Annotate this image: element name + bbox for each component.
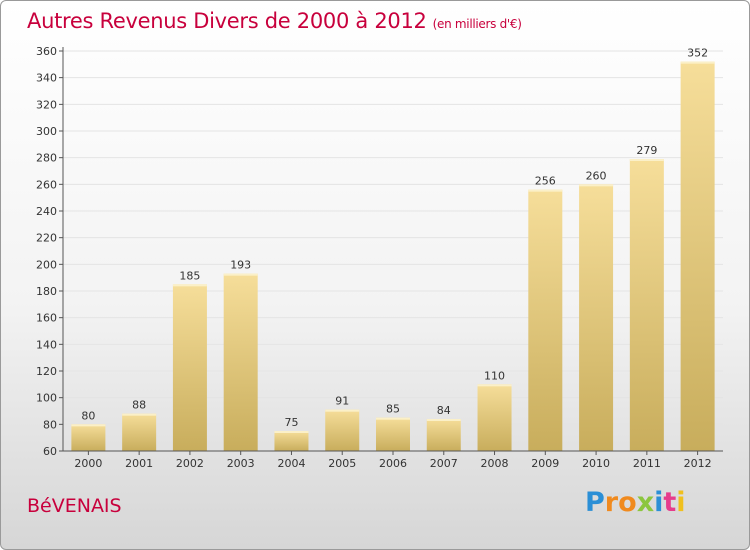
y-tick-label: 240 (36, 205, 57, 218)
bar (528, 189, 563, 451)
bar (579, 184, 614, 452)
chart-subtitle: (en milliers d'€) (432, 17, 522, 31)
y-tick-label: 60 (43, 445, 57, 458)
y-tick-label: 280 (36, 152, 57, 165)
y-tick-label: 320 (36, 98, 57, 111)
bar-highlight (325, 409, 360, 412)
bar-value-label: 85 (386, 403, 400, 416)
y-tick-label: 340 (36, 72, 57, 85)
logo-letter: x (636, 487, 655, 518)
x-tick-label: 2006 (379, 457, 407, 470)
y-tick-label: 140 (36, 338, 57, 351)
y-tick-label: 120 (36, 365, 57, 378)
x-tick-label: 2001 (125, 457, 153, 470)
bar-value-label: 256 (535, 175, 556, 188)
bar-highlight (223, 273, 258, 276)
bar-highlight (376, 417, 410, 420)
logo-letter: t (663, 487, 677, 518)
x-tick-label: 2004 (277, 457, 305, 470)
y-tick-label: 100 (36, 392, 57, 405)
x-tick-label: 2002 (176, 457, 204, 470)
bar (223, 273, 258, 451)
bar-highlight (477, 384, 512, 387)
commune-name: BéVENAIS (27, 495, 122, 517)
logo-letter: o (618, 487, 637, 518)
bar-value-label: 75 (284, 416, 298, 429)
x-tick-label: 2005 (328, 457, 356, 470)
bar-value-label: 88 (132, 399, 146, 412)
x-tick-label: 2012 (684, 457, 712, 470)
bar-highlight (426, 419, 461, 421)
logo-letter: P (585, 487, 605, 518)
bar-highlight (274, 431, 309, 433)
y-tick-label: 180 (36, 285, 57, 298)
bar (122, 413, 157, 451)
bar-highlight (71, 424, 106, 427)
logo-letter: i (676, 487, 686, 518)
bar-highlight (579, 184, 614, 187)
proxiti-logo: Proxiti (585, 487, 686, 518)
bar (477, 384, 512, 451)
y-tick-label: 220 (36, 232, 57, 245)
x-tick-label: 2000 (74, 457, 102, 470)
bar (71, 424, 106, 451)
bar-value-label: 352 (687, 47, 708, 60)
y-tick-label: 260 (36, 178, 57, 191)
bars: 80 88 185 193 75 91 85 84 110 256 260 279 352 (71, 47, 715, 452)
bar (376, 417, 410, 451)
x-tick-label: 2011 (633, 457, 661, 470)
y-tick-label: 160 (36, 312, 57, 325)
x-tick-label: 2007 (430, 457, 458, 470)
y-tick-label: 300 (36, 125, 57, 138)
x-tick-label: 2010 (582, 457, 610, 470)
chart-title: Autres Revenus Divers de 2000 à 2012 (en … (27, 9, 522, 33)
axes: 60 80 100 120 140 160 180 200 220 240 260 280 300 320… (36, 45, 723, 470)
bar-value-label: 80 (81, 409, 95, 422)
bar (426, 419, 461, 451)
y-tick-label: 80 (43, 418, 57, 431)
x-tick-label: 2008 (481, 457, 509, 470)
bar-value-label: 110 (484, 369, 505, 382)
bar-value-label: 193 (230, 259, 251, 272)
bar (172, 284, 207, 451)
y-tick-label: 200 (36, 258, 57, 271)
bar-highlight (172, 284, 207, 287)
x-tick-label: 2003 (227, 457, 255, 470)
bar (325, 409, 360, 451)
x-tick-label: 2009 (531, 457, 559, 470)
bar-highlight (528, 189, 563, 192)
chart-title-text: Autres Revenus Divers de 2000 à 2012 (27, 9, 427, 33)
bar-value-label: 84 (437, 404, 451, 417)
grid-lines (63, 50, 723, 425)
bar-value-label: 185 (179, 269, 200, 282)
y-tick-label: 360 (36, 45, 57, 58)
bar-highlight (629, 159, 664, 161)
bar-value-label: 279 (636, 144, 657, 157)
logo-letter: r (604, 487, 619, 518)
bar (274, 431, 309, 451)
bar-value-label: 260 (586, 169, 607, 182)
bar-value-label: 91 (335, 395, 349, 408)
bar (629, 159, 664, 451)
bar-highlight (122, 413, 157, 416)
logo-letter: i (654, 487, 664, 518)
bar-highlight (680, 61, 715, 64)
bar (680, 61, 715, 452)
